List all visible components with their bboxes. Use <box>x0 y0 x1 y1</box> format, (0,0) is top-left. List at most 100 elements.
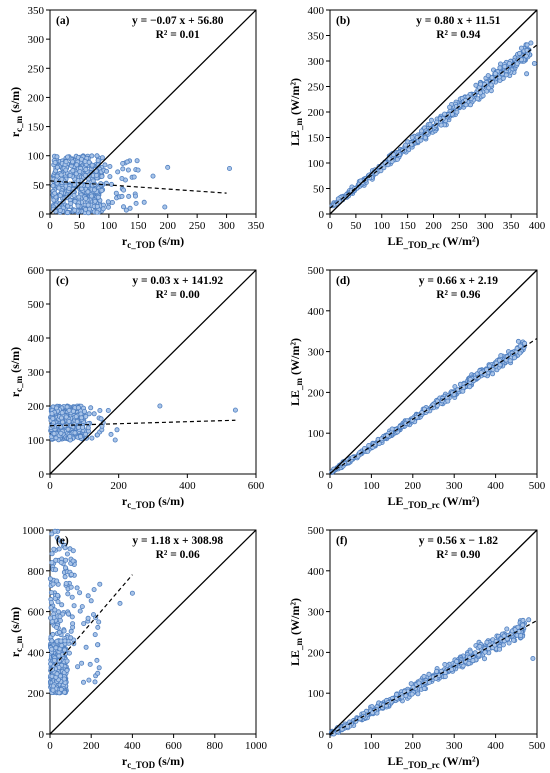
data-point <box>449 667 455 673</box>
data-point <box>74 162 80 168</box>
y-tick-label: 350 <box>308 31 325 43</box>
data-point <box>66 186 72 192</box>
data-point <box>71 192 77 198</box>
data-point <box>64 551 70 557</box>
x-tick-label: 400 <box>179 480 196 492</box>
data-point <box>52 657 58 663</box>
data-point <box>56 653 62 659</box>
data-point <box>68 635 74 641</box>
data-point <box>70 408 76 414</box>
data-point <box>85 425 91 431</box>
data-point <box>51 431 57 437</box>
data-point <box>48 590 54 596</box>
y-tick-label: 50 <box>313 184 325 196</box>
data-point <box>114 427 120 433</box>
y-axis-label-unit: (s/m) <box>8 87 22 116</box>
regression-line <box>329 337 538 474</box>
x-tick-label: 0 <box>47 220 53 232</box>
x-tick-label: 150 <box>130 220 147 232</box>
data-point <box>54 154 60 160</box>
x-tick-label: 0 <box>327 220 333 232</box>
one-to-one-line <box>49 269 257 475</box>
data-point <box>54 578 60 584</box>
x-tick-label: 300 <box>477 220 494 232</box>
data-point <box>48 605 54 611</box>
data-point <box>498 353 504 359</box>
panel-label: (a) <box>56 15 70 27</box>
data-point <box>497 65 503 71</box>
y-axis-label-unit: (W/m²) <box>288 78 302 118</box>
y-tick-label: 200 <box>28 401 45 413</box>
data-point <box>58 560 64 566</box>
data-point <box>394 692 400 698</box>
y-tick-label: 800 <box>28 566 45 578</box>
data-point <box>442 662 448 668</box>
r-squared: R² = 0.06 <box>156 549 200 561</box>
x-tick-label: 500 <box>529 740 546 752</box>
data-point <box>77 169 83 175</box>
data-point <box>72 207 78 213</box>
data-point <box>61 628 67 634</box>
data-point <box>467 376 473 382</box>
data-point <box>81 621 87 627</box>
data-point <box>73 171 79 177</box>
data-point <box>105 199 111 205</box>
data-point <box>63 557 69 563</box>
regression-equation: y = 0.03 x + 141.92 <box>132 275 223 287</box>
data-point <box>75 405 81 411</box>
data-point <box>95 157 101 163</box>
x-tick-label: 400 <box>529 220 546 232</box>
data-point <box>94 153 100 159</box>
data-point <box>68 200 74 206</box>
panel-label: (b) <box>336 15 350 27</box>
y-tick-label: 200 <box>28 92 45 104</box>
x-tick-label: 200 <box>110 480 127 492</box>
x-axis-label-sub: _TOD_rc <box>402 240 439 250</box>
data-point <box>75 203 81 209</box>
data-point <box>485 73 491 79</box>
data-point <box>125 167 131 173</box>
data-point <box>162 204 168 210</box>
data-point <box>48 600 54 606</box>
data-point <box>94 657 100 663</box>
data-point <box>59 410 65 416</box>
data-point <box>99 155 105 161</box>
data-point <box>83 196 89 202</box>
x-axis-label-main: LE <box>387 494 403 508</box>
data-point <box>121 187 127 193</box>
data-point <box>502 64 508 70</box>
data-point <box>72 430 78 436</box>
data-point <box>76 194 82 200</box>
data-point <box>421 686 427 692</box>
data-point <box>55 592 61 598</box>
data-point <box>92 632 98 638</box>
y-tick-label: 0 <box>319 209 325 221</box>
y-axis-label: rc_m (s/m) <box>8 87 24 137</box>
data-point <box>73 414 79 420</box>
one-to-one-line <box>329 529 538 735</box>
data-point <box>389 426 395 432</box>
data-point <box>454 659 460 665</box>
y-tick-label: 400 <box>308 566 325 578</box>
data-point <box>56 185 62 191</box>
data-point <box>56 690 62 696</box>
x-tick-label: 250 <box>451 220 468 232</box>
data-point <box>63 167 69 173</box>
regression-line <box>329 44 538 209</box>
data-point <box>98 416 104 422</box>
panel-d: 0 100 200 300 400 500 0 100 200 300 400 500 (d) y = 0… <box>288 265 546 510</box>
regression-equation: y = 0.80 x + 11.51 <box>416 15 501 27</box>
one-to-one-line <box>329 9 538 215</box>
data-point <box>53 645 59 651</box>
data-point <box>488 82 494 88</box>
regression-line <box>49 180 227 194</box>
data-point <box>120 166 126 172</box>
data-point <box>57 614 63 620</box>
y-axis-label-sub: c_m <box>14 115 24 131</box>
data-point <box>70 168 76 174</box>
r-squared: R² = 0.94 <box>436 29 480 41</box>
y-axis-label-main: r <box>8 131 22 137</box>
data-point <box>50 415 56 421</box>
data-point <box>104 168 110 174</box>
x-axis-label-main: r <box>122 234 128 248</box>
